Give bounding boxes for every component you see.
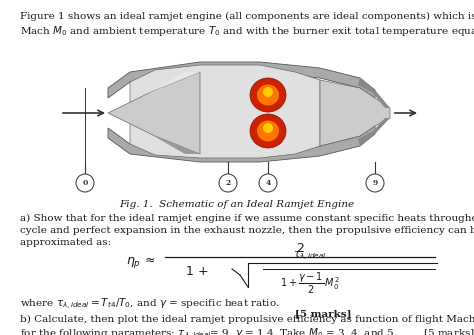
Text: Figure 1 shows an ideal ramjet engine (all components are ideal components) whic: Figure 1 shows an ideal ramjet engine (a… <box>20 12 474 21</box>
Text: b) Calculate, then plot the ideal ramjet propulsive efficiency as function of fl: b) Calculate, then plot the ideal ramjet… <box>20 315 474 324</box>
Text: $\eta_p\,\approx$: $\eta_p\,\approx$ <box>126 256 155 270</box>
Circle shape <box>76 174 94 192</box>
Circle shape <box>219 174 237 192</box>
Text: [5 marks]: [5 marks] <box>295 309 352 318</box>
Polygon shape <box>108 62 375 98</box>
Ellipse shape <box>263 123 273 133</box>
Polygon shape <box>130 65 320 158</box>
Text: 9: 9 <box>373 179 378 187</box>
Circle shape <box>259 174 277 192</box>
Polygon shape <box>108 113 200 154</box>
Ellipse shape <box>263 87 273 97</box>
Text: for the following parameters: $\tau_{\lambda,ideal}$= 9, $\gamma$ = 1.4. Take $M: for the following parameters: $\tau_{\la… <box>20 327 474 335</box>
Ellipse shape <box>257 84 279 106</box>
Polygon shape <box>358 78 390 108</box>
Polygon shape <box>358 118 390 146</box>
Ellipse shape <box>250 114 286 148</box>
Text: 0: 0 <box>82 179 88 187</box>
Polygon shape <box>108 72 200 154</box>
Text: 2: 2 <box>225 179 231 187</box>
Text: Fig. 1.  Schematic of an Ideal Ramjet Engine: Fig. 1. Schematic of an Ideal Ramjet Eng… <box>119 200 355 209</box>
Polygon shape <box>108 72 200 113</box>
Text: $1\,+$: $1\,+$ <box>185 265 209 278</box>
Circle shape <box>366 174 384 192</box>
Ellipse shape <box>257 121 279 141</box>
Text: 4: 4 <box>265 179 271 187</box>
Text: $2$: $2$ <box>296 242 304 255</box>
Ellipse shape <box>250 78 286 112</box>
Text: $\tau_{\lambda,ideal}$: $\tau_{\lambda,ideal}$ <box>293 250 327 263</box>
Text: cycle and perfect expansion in the exhaust nozzle, then the propulsive efficienc: cycle and perfect expansion in the exhau… <box>20 226 474 235</box>
Text: where $\tau_{\lambda,ideal} = T_{t4}/T_0$, and $\gamma$ = specific heat ratio.: where $\tau_{\lambda,ideal} = T_{t4}/T_0… <box>20 297 280 312</box>
Text: approximated as:: approximated as: <box>20 238 111 247</box>
Polygon shape <box>320 80 390 146</box>
Text: $1 + \dfrac{\gamma - 1}{2}\,M_0^2$: $1 + \dfrac{\gamma - 1}{2}\,M_0^2$ <box>280 271 340 296</box>
Polygon shape <box>108 126 375 162</box>
Text: Mach $M_0$ and ambient temperature $T_0$ and with the burner exit total temperat: Mach $M_0$ and ambient temperature $T_0$… <box>20 24 474 38</box>
Text: a) Show that for the ideal ramjet engine if we assume constant specific heats th: a) Show that for the ideal ramjet engine… <box>20 214 474 223</box>
